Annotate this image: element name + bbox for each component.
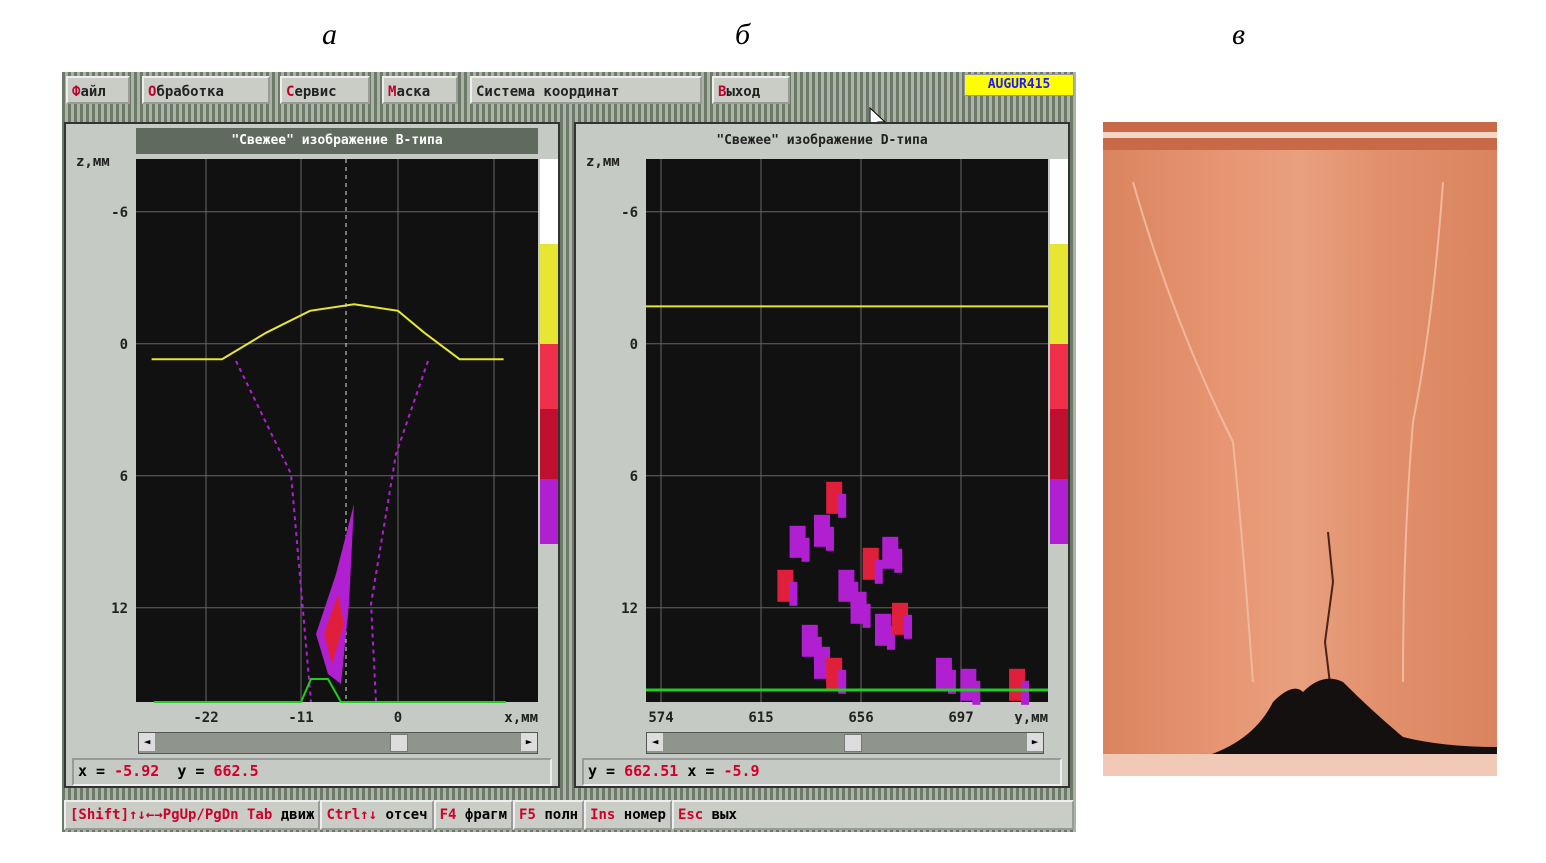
defect-cell <box>826 657 843 690</box>
x-tick-label: 615 <box>748 710 773 724</box>
hotkey-cut[interactable]: Ctrl↑↓ отсеч <box>320 800 434 830</box>
z-tick-label: -6 <box>111 205 128 221</box>
bottom-line <box>154 678 506 703</box>
hotkey-full[interactable]: F5 полн <box>513 800 585 830</box>
hotkey-number[interactable]: Ins номер <box>584 800 672 830</box>
hotkey-status-bar: [Shift]↑↓←→PgUp/PgDn Tab движ Ctrl↑↓ отс… <box>64 800 1074 830</box>
cursor-readout: x = -5.92 y = 662.5 <box>72 758 552 786</box>
x-tick-label: -11 <box>288 710 313 724</box>
x-tick-label: -22 <box>193 710 218 724</box>
hotkey-exit[interactable]: Esc вых <box>671 800 1074 830</box>
surface-line <box>151 303 504 361</box>
plot-area <box>646 159 1048 702</box>
scroll-left-icon[interactable]: ◄ <box>139 733 155 751</box>
defect-cell <box>972 680 981 705</box>
x-axis-label: y,мм <box>1014 710 1048 724</box>
palette-swatch <box>1050 479 1068 544</box>
panel-title: "Свежее" изображение B-типа <box>136 128 538 154</box>
z-axis-label: z,мм <box>586 154 620 170</box>
defect-cell <box>838 669 847 694</box>
defect-region <box>324 594 344 664</box>
defect-cell <box>789 581 798 606</box>
palette-swatch <box>540 479 558 544</box>
z-tick-label: -6 <box>621 205 638 221</box>
defect-cell <box>886 625 895 650</box>
label-b: б <box>735 18 751 51</box>
menu-coordinate-system[interactable]: Система координат <box>470 76 702 104</box>
z-tick-label: 12 <box>111 601 128 617</box>
scroll-left-icon[interactable]: ◄ <box>647 733 663 751</box>
hotkey-fragment[interactable]: F4 фрагм <box>433 800 514 830</box>
x-axis-label: x,мм <box>504 710 538 724</box>
defect-cell <box>826 481 843 514</box>
palette-swatch <box>1050 244 1068 344</box>
menu-processing[interactable]: Обработка <box>142 76 270 104</box>
horizontal-scrollbar[interactable]: ◄ ► <box>138 732 538 754</box>
weld-macrosection-photo <box>1103 122 1497 776</box>
palette-swatch <box>540 244 558 344</box>
defect-cell <box>838 493 847 518</box>
cursor-readout: y = 662.51 x = -5.9 <box>582 758 1062 786</box>
x-tick-label: 697 <box>948 710 973 724</box>
scroll-right-icon[interactable]: ► <box>1027 733 1043 751</box>
palette-swatch <box>1050 159 1068 244</box>
defect-cell <box>874 559 883 584</box>
defect-cell <box>904 614 913 639</box>
scroll-thumb[interactable] <box>843 734 862 752</box>
horizontal-scrollbar[interactable]: ◄ ► <box>646 732 1044 754</box>
menu-service[interactable]: Сервис <box>280 76 370 104</box>
b-scan-plot[interactable]: -6 0 6 12 -22 -11 0 z,мм x,мм <box>66 154 558 724</box>
augur-window: Файл Обработка Сервис Маска Система коор… <box>62 72 1076 832</box>
d-scan-plot[interactable]: -6 0 6 12 574 615 656 697 z,мм y,мм <box>576 154 1068 724</box>
x-tick-label: 656 <box>848 710 873 724</box>
weld-boundary <box>235 360 429 703</box>
defect-cell <box>813 514 830 547</box>
panel-d-scan: "Свежее" изображение D-типа -6 0 6 12 574 615… <box>574 122 1070 788</box>
panel-b-scan: "Свежее" изображение B-типа -6 0 6 12 -22 -11… <box>64 122 560 788</box>
defect-cell <box>813 646 830 679</box>
menu-file[interactable]: Файл <box>66 76 130 104</box>
brand-badge: AUGUR415 <box>964 74 1074 96</box>
defect-cell <box>862 603 871 628</box>
defect-cell <box>801 537 810 562</box>
label-v: в <box>1232 18 1246 51</box>
palette-swatch <box>1050 409 1068 479</box>
z-tick-label: 6 <box>630 469 638 485</box>
defect-cell <box>825 526 834 551</box>
defect-cell <box>894 548 903 573</box>
z-axis-label: z,мм <box>76 154 110 170</box>
scroll-right-icon[interactable]: ► <box>521 733 537 751</box>
scroll-thumb[interactable] <box>389 734 408 752</box>
palette-swatch <box>540 344 558 409</box>
palette-swatch <box>540 159 558 244</box>
z-tick-label: 12 <box>621 601 638 617</box>
z-tick-label: 6 <box>120 469 128 485</box>
panel-title: "Свежее" изображение D-типа <box>716 133 928 148</box>
z-tick-label: 0 <box>630 337 638 353</box>
palette-swatch <box>1050 344 1068 409</box>
hotkey-move[interactable]: [Shift]↑↓←→PgUp/PgDn Tab движ <box>64 800 321 830</box>
z-tick-label: 0 <box>120 337 128 353</box>
menu-mask[interactable]: Маска <box>382 76 458 104</box>
defect-cell <box>1021 680 1030 705</box>
defect-cell <box>1009 668 1026 701</box>
palette-swatch <box>540 409 558 479</box>
x-tick-label: 574 <box>648 710 673 724</box>
defect-cell <box>947 669 956 694</box>
label-a: а <box>322 18 337 51</box>
menu-exit[interactable]: Выход <box>712 76 790 104</box>
x-tick-label: 0 <box>394 710 402 724</box>
